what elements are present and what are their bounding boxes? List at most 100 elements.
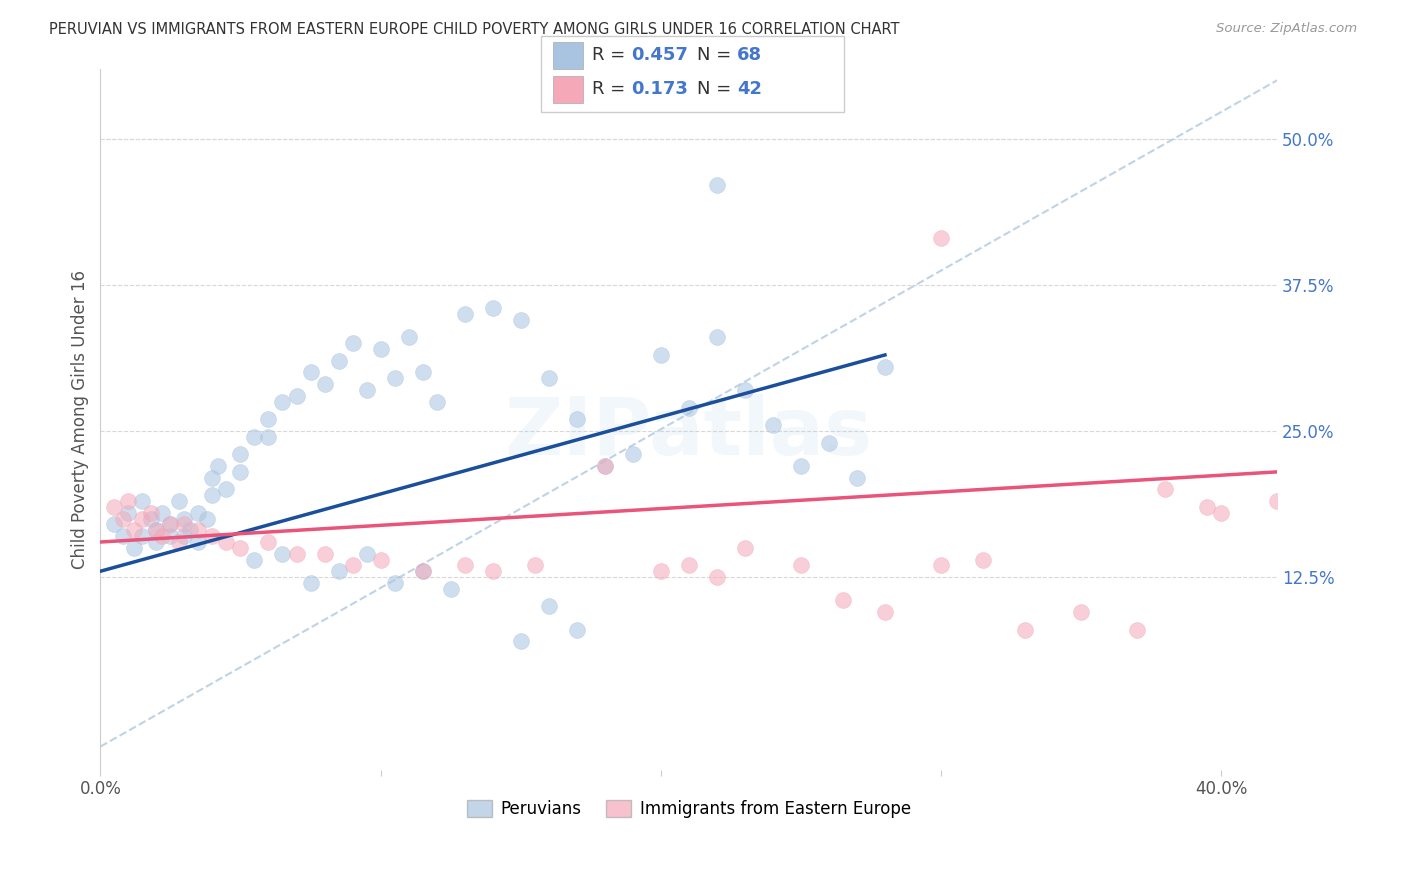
Text: N =: N =: [697, 80, 737, 98]
Point: [167, 535, 190, 549]
Point: [537, 599, 560, 614]
Text: PERUVIAN VS IMMIGRANTS FROM EASTERN EUROPE CHILD POVERTY AMONG GIRLS UNDER 16 CO: PERUVIAN VS IMMIGRANTS FROM EASTERN EURO…: [49, 22, 900, 37]
Point: [929, 231, 952, 245]
Point: [201, 471, 224, 485]
Point: [187, 506, 209, 520]
Text: 0.173: 0.173: [631, 80, 688, 98]
Point: [145, 524, 167, 538]
Text: R =: R =: [592, 80, 631, 98]
Point: [122, 541, 145, 555]
Point: [243, 552, 266, 566]
Point: [356, 383, 378, 397]
Point: [537, 371, 560, 385]
Point: [229, 447, 252, 461]
Point: [706, 178, 728, 193]
Point: [103, 500, 125, 514]
Point: [111, 529, 134, 543]
Point: [650, 348, 672, 362]
Point: [1154, 483, 1177, 497]
Point: [706, 330, 728, 344]
Point: [845, 471, 868, 485]
Point: [215, 535, 238, 549]
Point: [678, 558, 700, 573]
Point: [167, 494, 190, 508]
Point: [565, 623, 588, 637]
Point: [509, 313, 531, 327]
Point: [131, 529, 153, 543]
Point: [122, 524, 145, 538]
Point: [762, 418, 785, 433]
Point: [173, 511, 195, 525]
Point: [159, 517, 181, 532]
Point: [159, 517, 181, 532]
Point: [173, 529, 195, 543]
Point: [678, 401, 700, 415]
Text: 0.457: 0.457: [631, 46, 688, 64]
Point: [1014, 623, 1036, 637]
Point: [257, 412, 280, 426]
Text: N =: N =: [697, 46, 737, 64]
Point: [150, 506, 173, 520]
Point: [1126, 623, 1149, 637]
Point: [257, 430, 280, 444]
Point: [370, 552, 392, 566]
Point: [412, 564, 434, 578]
Point: [342, 558, 364, 573]
Point: [314, 547, 336, 561]
Point: [621, 447, 644, 461]
Legend: Peruvians, Immigrants from Eastern Europe: Peruvians, Immigrants from Eastern Europ…: [460, 793, 917, 825]
Point: [873, 605, 896, 619]
Point: [145, 524, 167, 538]
Point: [117, 506, 139, 520]
Point: [384, 576, 406, 591]
Text: Source: ZipAtlas.com: Source: ZipAtlas.com: [1216, 22, 1357, 36]
Point: [1197, 500, 1219, 514]
Point: [173, 517, 195, 532]
Text: R =: R =: [592, 46, 631, 64]
Point: [187, 535, 209, 549]
Point: [229, 465, 252, 479]
Point: [523, 558, 546, 573]
Point: [412, 366, 434, 380]
Point: [117, 494, 139, 508]
Point: [356, 547, 378, 561]
Text: 68: 68: [737, 46, 762, 64]
Point: [790, 458, 813, 473]
Point: [299, 366, 322, 380]
Text: 42: 42: [737, 80, 762, 98]
Point: [1070, 605, 1092, 619]
Point: [734, 541, 756, 555]
Point: [706, 570, 728, 584]
Point: [832, 593, 855, 607]
Point: [481, 301, 503, 316]
Point: [593, 458, 616, 473]
Point: [818, 435, 841, 450]
Point: [257, 535, 280, 549]
Point: [412, 564, 434, 578]
Point: [299, 576, 322, 591]
Point: [929, 558, 952, 573]
Point: [1211, 506, 1233, 520]
Point: [271, 547, 294, 561]
Point: [453, 307, 475, 321]
Point: [328, 564, 350, 578]
Point: [328, 353, 350, 368]
Point: [426, 394, 449, 409]
Point: [398, 330, 420, 344]
Point: [179, 524, 201, 538]
Point: [873, 359, 896, 374]
Point: [201, 529, 224, 543]
Point: [139, 511, 162, 525]
Point: [159, 529, 181, 543]
Point: [103, 517, 125, 532]
Point: [187, 524, 209, 538]
Point: [734, 383, 756, 397]
Point: [285, 547, 308, 561]
Point: [131, 494, 153, 508]
Point: [342, 336, 364, 351]
Point: [1265, 494, 1288, 508]
Point: [111, 511, 134, 525]
Point: [565, 412, 588, 426]
Point: [229, 541, 252, 555]
Point: [215, 483, 238, 497]
